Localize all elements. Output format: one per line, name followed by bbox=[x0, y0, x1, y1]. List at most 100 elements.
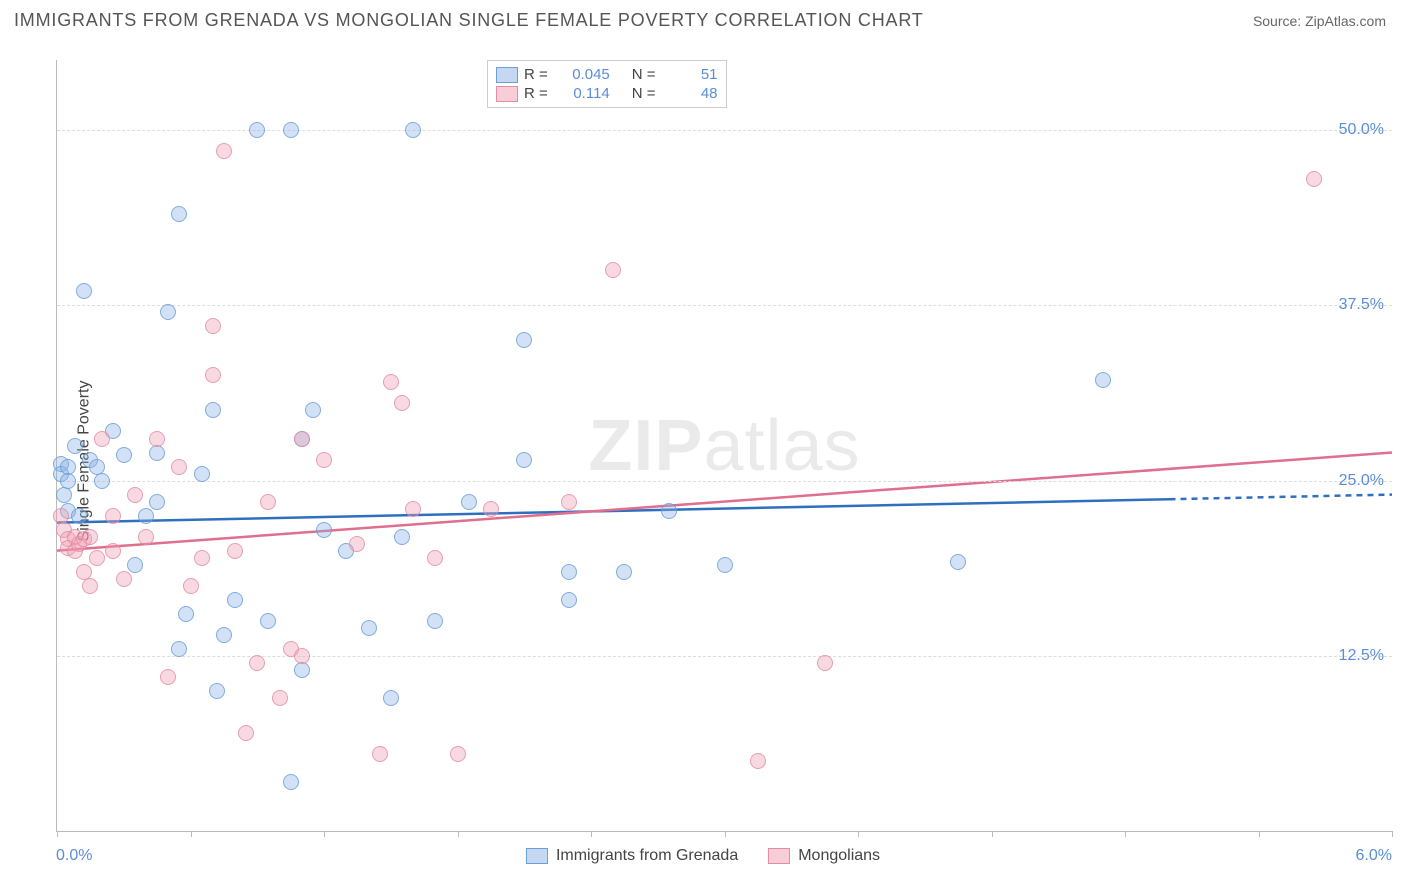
data-point bbox=[316, 522, 332, 538]
data-point bbox=[71, 508, 87, 524]
data-point bbox=[1095, 372, 1111, 388]
data-point bbox=[561, 592, 577, 608]
watermark: ZIPatlas bbox=[588, 405, 860, 487]
x-tick bbox=[458, 831, 459, 837]
legend-label-1: Mongolians bbox=[798, 847, 880, 865]
data-point bbox=[227, 592, 243, 608]
data-point bbox=[94, 431, 110, 447]
legend-n-prefix: N = bbox=[632, 85, 656, 102]
data-point bbox=[750, 753, 766, 769]
y-tick-label: 37.5% bbox=[1339, 296, 1384, 314]
data-point bbox=[227, 543, 243, 559]
legend-n-value-0: 51 bbox=[666, 66, 718, 83]
data-point bbox=[272, 690, 288, 706]
trendline-extrapolated bbox=[1170, 495, 1393, 500]
data-point bbox=[116, 447, 132, 463]
trendlines-svg bbox=[57, 60, 1392, 831]
legend-r-value-0: 0.045 bbox=[558, 66, 610, 83]
data-point bbox=[405, 122, 421, 138]
data-point bbox=[561, 564, 577, 580]
data-point bbox=[1306, 171, 1322, 187]
data-point bbox=[483, 501, 499, 517]
data-point bbox=[950, 554, 966, 570]
y-tick-label: 25.0% bbox=[1339, 472, 1384, 490]
legend-series: Immigrants from Grenada Mongolians bbox=[526, 847, 880, 865]
legend-r-prefix: R = bbox=[524, 85, 548, 102]
data-point bbox=[67, 438, 83, 454]
data-point bbox=[383, 690, 399, 706]
data-point bbox=[194, 466, 210, 482]
data-point bbox=[283, 122, 299, 138]
data-point bbox=[138, 529, 154, 545]
data-point bbox=[171, 641, 187, 657]
data-point bbox=[82, 578, 98, 594]
data-point bbox=[260, 494, 276, 510]
legend-n-prefix: N = bbox=[632, 66, 656, 83]
data-point bbox=[305, 402, 321, 418]
x-tick bbox=[992, 831, 993, 837]
data-point bbox=[661, 503, 677, 519]
legend-item-1: Mongolians bbox=[768, 847, 880, 865]
source-link[interactable]: ZipAtlas.com bbox=[1305, 13, 1386, 29]
legend-swatch-0-icon bbox=[526, 848, 548, 864]
data-point bbox=[94, 473, 110, 489]
data-point bbox=[60, 473, 76, 489]
legend-item-0: Immigrants from Grenada bbox=[526, 847, 738, 865]
data-point bbox=[717, 557, 733, 573]
data-point bbox=[427, 613, 443, 629]
data-point bbox=[561, 494, 577, 510]
data-point bbox=[183, 578, 199, 594]
legend-swatch-1 bbox=[496, 86, 518, 102]
data-point bbox=[138, 508, 154, 524]
data-point bbox=[149, 431, 165, 447]
data-point bbox=[76, 283, 92, 299]
data-point bbox=[160, 669, 176, 685]
data-point bbox=[427, 550, 443, 566]
data-point bbox=[216, 627, 232, 643]
data-point bbox=[372, 746, 388, 762]
x-tick bbox=[324, 831, 325, 837]
data-point bbox=[82, 529, 98, 545]
legend-r-prefix: R = bbox=[524, 66, 548, 83]
data-point bbox=[294, 648, 310, 664]
data-point bbox=[294, 662, 310, 678]
x-tick-label: 0.0% bbox=[56, 847, 92, 865]
data-point bbox=[178, 606, 194, 622]
data-point bbox=[461, 494, 477, 510]
data-point bbox=[127, 487, 143, 503]
x-tick bbox=[858, 831, 859, 837]
trendline bbox=[57, 499, 1170, 522]
watermark-rest: atlas bbox=[703, 406, 860, 486]
data-point bbox=[616, 564, 632, 580]
x-tick bbox=[591, 831, 592, 837]
data-point bbox=[260, 613, 276, 629]
y-tick-label: 12.5% bbox=[1339, 647, 1384, 665]
chart-container: Single Female Poverty ZIPatlas R = 0.045… bbox=[14, 45, 1392, 877]
legend-label-0: Immigrants from Grenada bbox=[556, 847, 738, 865]
data-point bbox=[216, 143, 232, 159]
data-point bbox=[394, 529, 410, 545]
data-point bbox=[205, 402, 221, 418]
legend-r-value-1: 0.114 bbox=[558, 85, 610, 102]
data-point bbox=[238, 725, 254, 741]
legend-n-value-1: 48 bbox=[666, 85, 718, 102]
data-point bbox=[383, 374, 399, 390]
legend-swatch-0 bbox=[496, 67, 518, 83]
x-tick bbox=[1392, 831, 1393, 837]
gridline bbox=[57, 481, 1392, 482]
data-point bbox=[171, 206, 187, 222]
chart-title: IMMIGRANTS FROM GRENADA VS MONGOLIAN SIN… bbox=[14, 10, 924, 31]
data-point bbox=[149, 445, 165, 461]
data-point bbox=[249, 122, 265, 138]
data-point bbox=[105, 543, 121, 559]
data-point bbox=[205, 367, 221, 383]
legend-swatch-1-icon bbox=[768, 848, 790, 864]
data-point bbox=[127, 557, 143, 573]
data-point bbox=[249, 655, 265, 671]
data-point bbox=[205, 318, 221, 334]
data-point bbox=[349, 536, 365, 552]
x-tick-label: 6.0% bbox=[1356, 847, 1392, 865]
data-point bbox=[160, 304, 176, 320]
legend-stats: R = 0.045 N = 51 R = 0.114 N = 48 bbox=[487, 60, 727, 108]
data-point bbox=[394, 395, 410, 411]
